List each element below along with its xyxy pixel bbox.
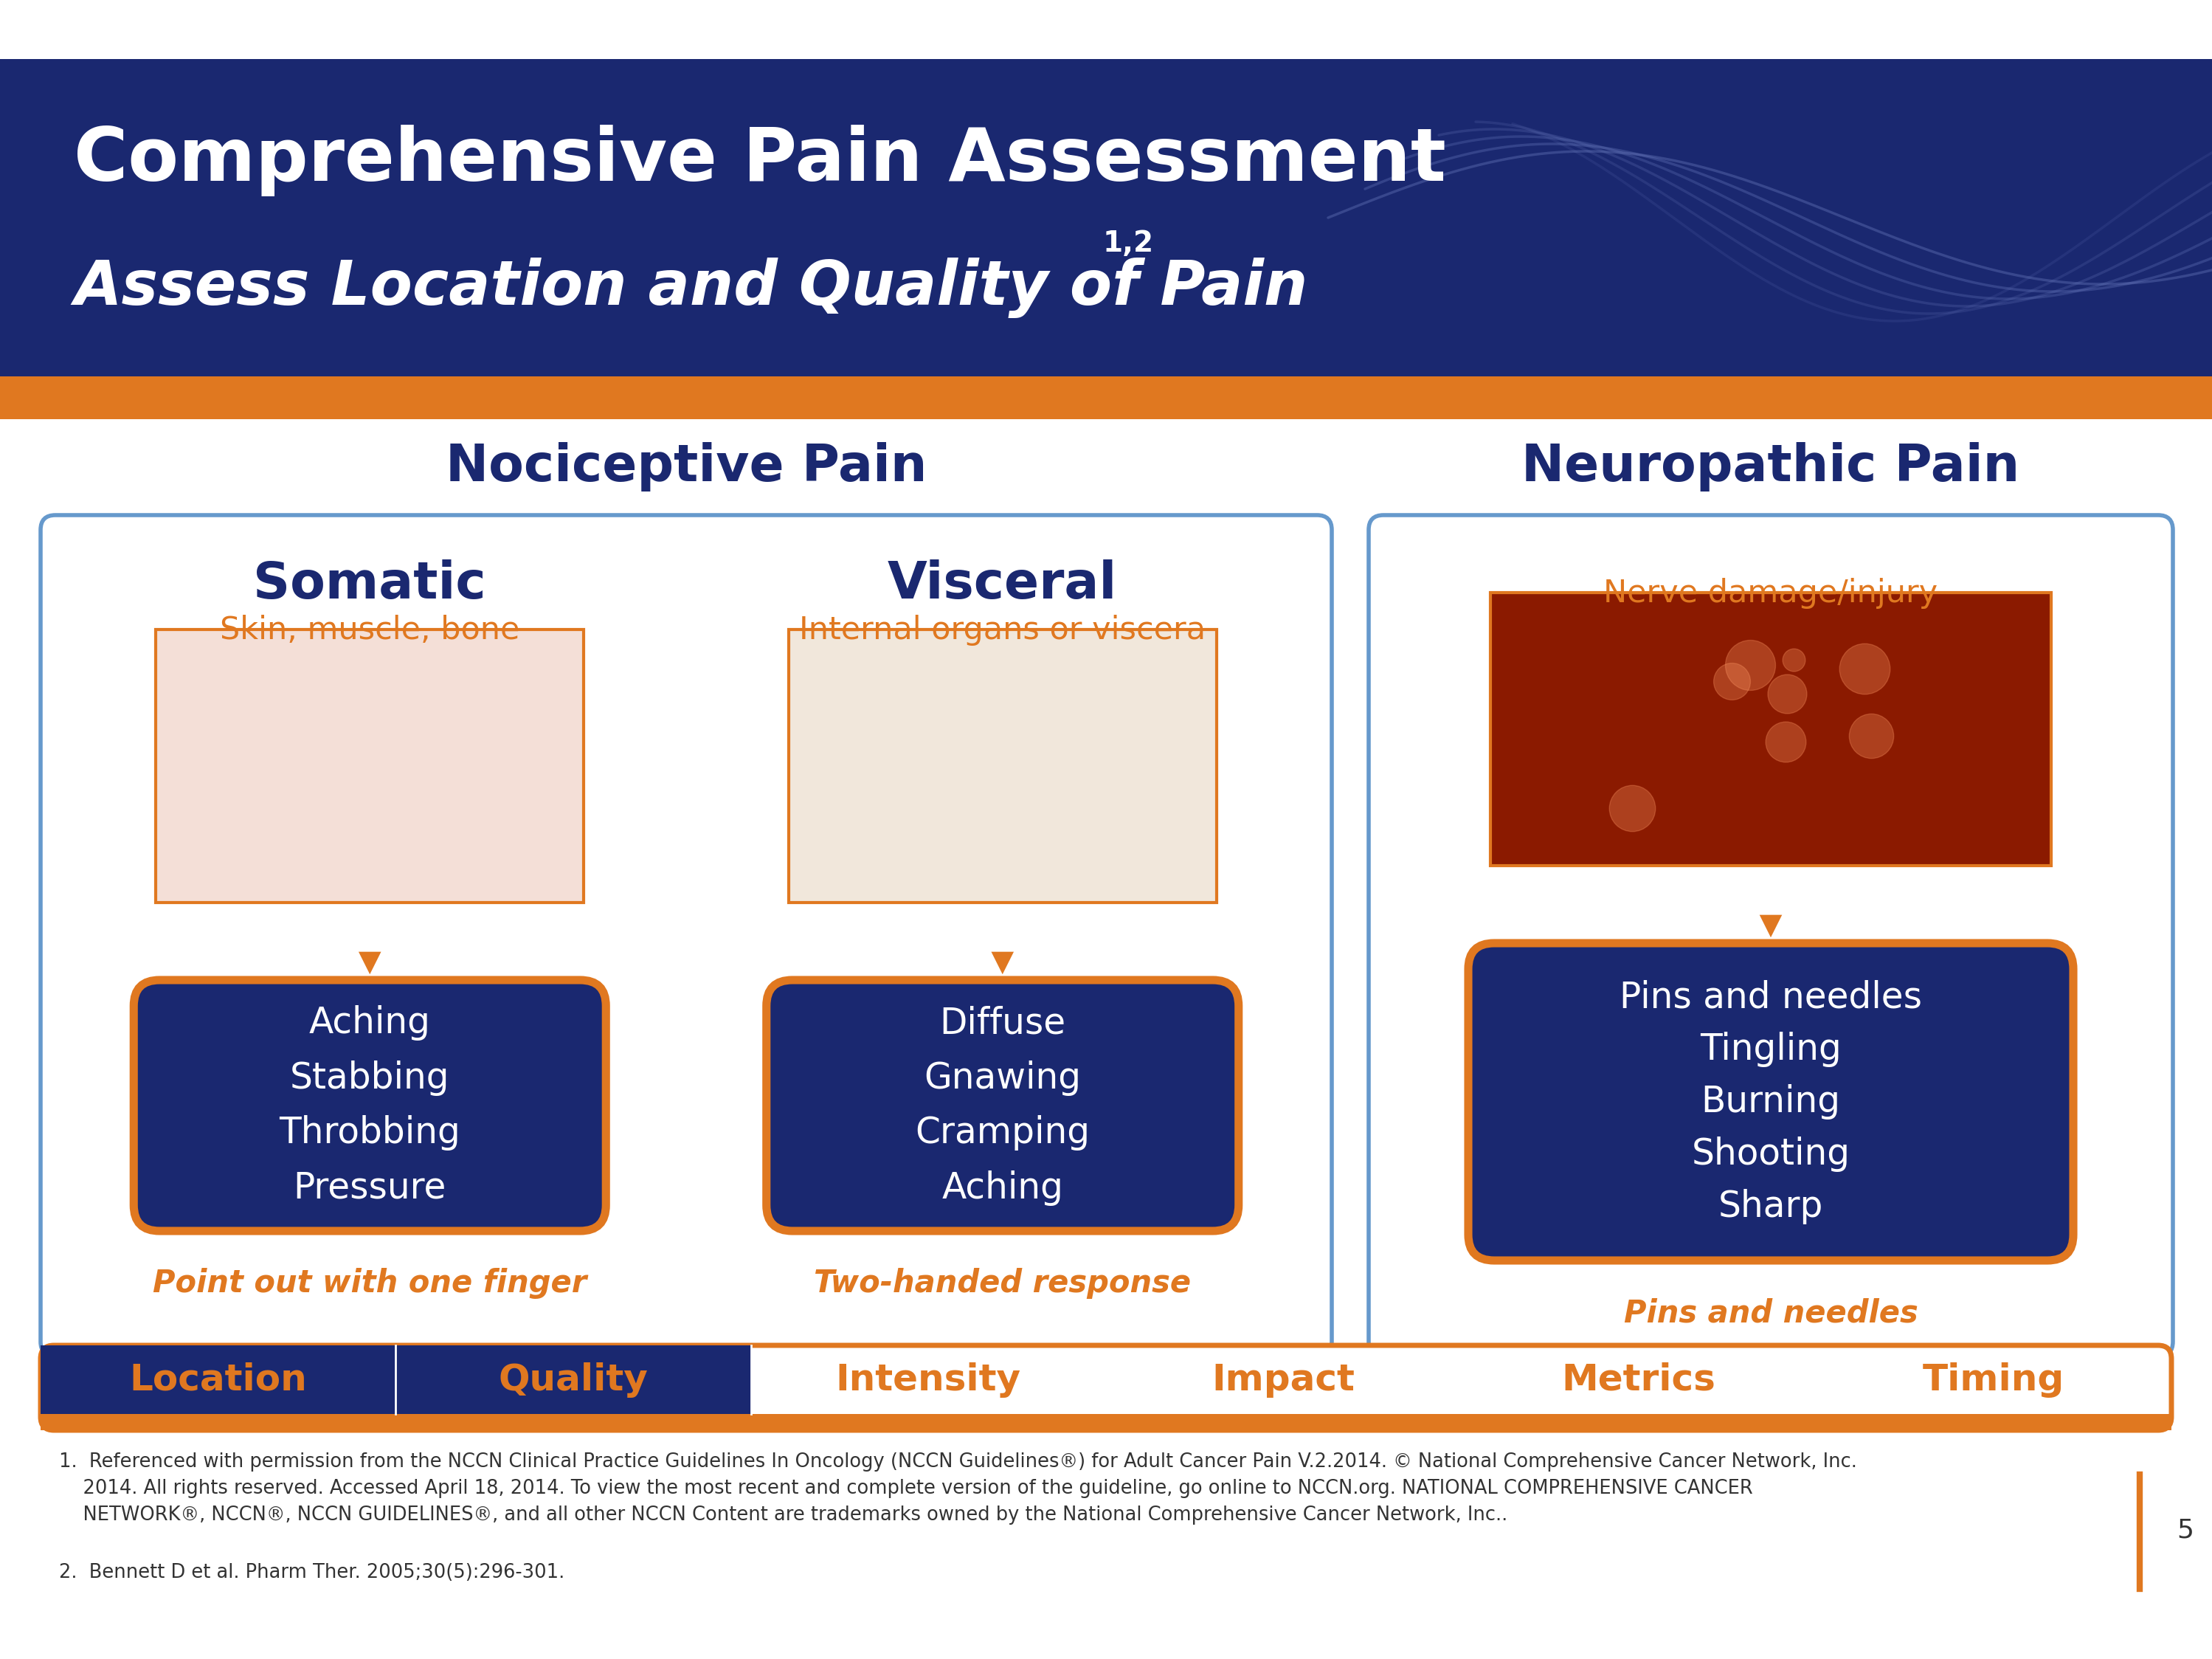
Text: Somatic: Somatic: [254, 559, 487, 609]
Text: Skin, muscle, bone: Skin, muscle, bone: [219, 615, 520, 645]
Bar: [0, 0, 2212, 60]
Bar: [787, 629, 1217, 902]
FancyBboxPatch shape: [133, 980, 606, 1231]
Text: 5: 5: [2177, 1518, 2194, 1543]
Text: 1,2: 1,2: [1104, 229, 1155, 257]
Text: Nociceptive Pain: Nociceptive Pain: [445, 443, 927, 491]
FancyBboxPatch shape: [40, 514, 1332, 1357]
Text: Quality: Quality: [498, 1362, 648, 1397]
Bar: [40, 1345, 396, 1413]
Bar: [396, 1345, 750, 1413]
Text: 2.  Bennett D et al. Pharm Ther. 2005;30(5):296-301.: 2. Bennett D et al. Pharm Ther. 2005;30(…: [60, 1563, 564, 1583]
Text: Location: Location: [128, 1362, 307, 1397]
Text: Intensity: Intensity: [836, 1362, 1022, 1397]
Text: Pins and needles: Pins and needles: [1624, 1297, 1918, 1329]
Text: Internal organs or viscera: Internal organs or viscera: [799, 615, 1206, 645]
Text: 1.  Referenced with permission from the NCCN Clinical Practice Guidelines In Onc: 1. Referenced with permission from the N…: [60, 1452, 1858, 1525]
FancyBboxPatch shape: [40, 1345, 2172, 1430]
Bar: [0, 60, 2212, 377]
FancyBboxPatch shape: [765, 980, 1239, 1231]
Text: Point out with one finger: Point out with one finger: [153, 1267, 586, 1299]
Text: Assess Location and Quality of Pain: Assess Location and Quality of Pain: [73, 257, 1307, 319]
Text: Two-handed response: Two-handed response: [814, 1267, 1190, 1299]
Bar: [1491, 592, 2051, 866]
Text: Metrics: Metrics: [1562, 1362, 1717, 1397]
Bar: [155, 629, 584, 902]
Text: Aching
Stabbing
Throbbing
Pressure: Aching Stabbing Throbbing Pressure: [279, 1005, 460, 1206]
Text: Pins and needles
Tingling
Burning
Shooting
Sharp: Pins and needles Tingling Burning Shooti…: [1619, 979, 1922, 1224]
Text: Neuropathic Pain: Neuropathic Pain: [1522, 443, 2020, 491]
Text: Visceral: Visceral: [887, 559, 1117, 609]
Text: Impact: Impact: [1212, 1362, 1356, 1397]
Text: Diffuse
Gnawing
Cramping
Aching: Diffuse Gnawing Cramping Aching: [916, 1005, 1091, 1206]
Text: Timing: Timing: [1922, 1362, 2064, 1397]
Bar: [0, 377, 2212, 420]
FancyBboxPatch shape: [1369, 514, 2172, 1357]
Bar: [40, 1413, 2172, 1430]
Text: Nerve damage/injury: Nerve damage/injury: [1604, 577, 1938, 609]
Text: Comprehensive Pain Assessment: Comprehensive Pain Assessment: [73, 124, 1447, 196]
FancyBboxPatch shape: [1469, 944, 2073, 1261]
